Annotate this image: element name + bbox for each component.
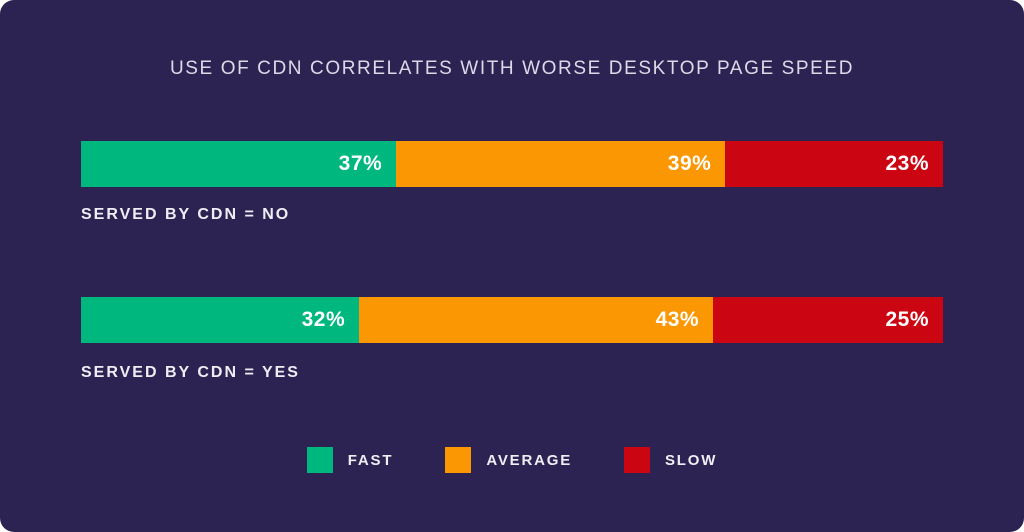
- segment-value-label: 37%: [338, 152, 383, 175]
- stacked-bar-cdn-yes: 32% 43% 25%: [81, 297, 943, 343]
- bar-segment-slow: 25%: [713, 297, 943, 343]
- stacked-bar-cdn-no: 37% 39% 23%: [81, 141, 943, 187]
- row-label-cdn-yes: SERVED BY CDN = YES: [81, 364, 300, 381]
- row-label-cdn-no: SERVED BY CDN = NO: [81, 206, 291, 223]
- chart-title: USE OF CDN CORRELATES WITH WORSE DESKTOP…: [169, 58, 855, 79]
- segment-value-label: 39%: [667, 152, 712, 175]
- legend-swatch-fast-icon: [306, 447, 333, 473]
- legend-label-average: AVERAGE: [486, 451, 572, 469]
- legend-item-slow: SLOW: [624, 447, 717, 473]
- legend: FAST AVERAGE SLOW: [0, 447, 1024, 473]
- bar-segment-fast: 32%: [81, 297, 360, 343]
- bar-segment-average: 39%: [396, 141, 726, 187]
- bar-segment-fast: 37%: [81, 141, 397, 187]
- bar-segment-average: 43%: [359, 297, 714, 343]
- segment-value-label: 32%: [301, 308, 346, 331]
- legend-swatch-slow-icon: [624, 447, 650, 473]
- bar-segment-slow: 23%: [725, 141, 943, 187]
- legend-label-fast: FAST: [347, 451, 394, 469]
- legend-item-average: AVERAGE: [445, 447, 572, 473]
- segment-value-label: 43%: [655, 308, 700, 331]
- legend-item-fast: FAST: [306, 447, 394, 473]
- legend-label-slow: SLOW: [665, 451, 718, 469]
- legend-swatch-average-icon: [445, 447, 472, 473]
- segment-value-label: 23%: [885, 152, 929, 175]
- segment-value-label: 25%: [885, 308, 929, 331]
